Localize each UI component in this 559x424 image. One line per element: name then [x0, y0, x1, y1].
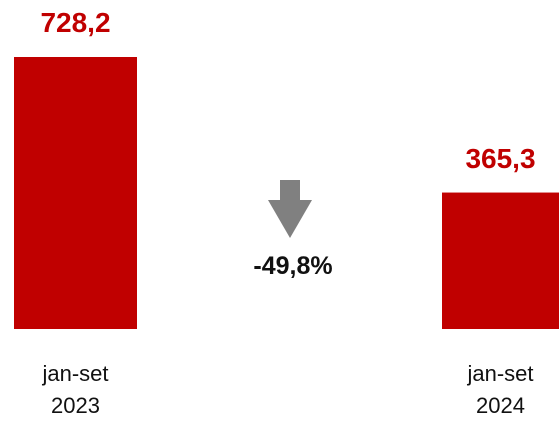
x-tick-label: jan-set 2023	[42, 361, 109, 418]
arrow-head	[268, 200, 312, 238]
arrow-shaft	[280, 180, 300, 202]
change-annotation: -49,8%	[253, 252, 333, 280]
x-tick-label: jan-set 2024	[467, 361, 534, 418]
value-label: 365,3	[465, 142, 536, 174]
bar	[442, 192, 559, 329]
value-label: 728,2	[40, 7, 111, 38]
down-arrow	[268, 180, 312, 238]
bar	[14, 57, 137, 329]
